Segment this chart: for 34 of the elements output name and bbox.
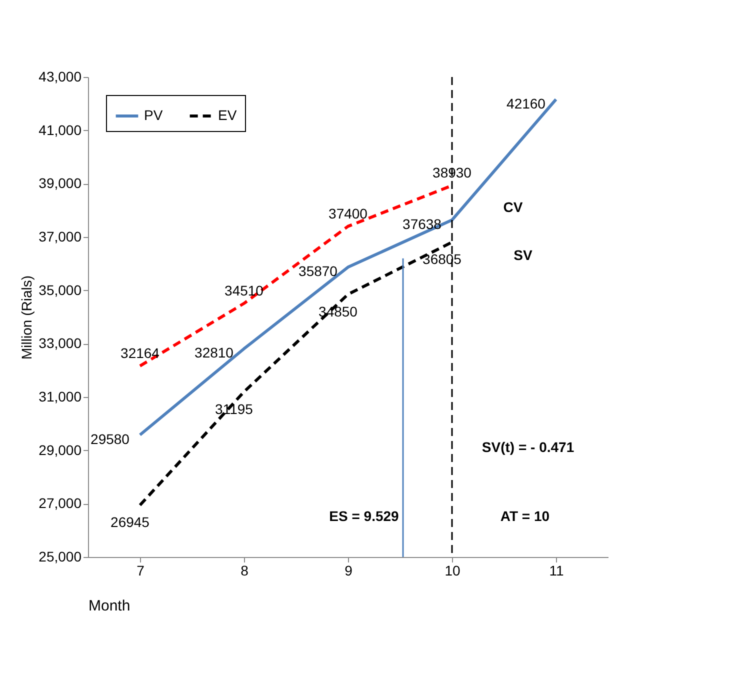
annotation: SV(t) = - 0.471 bbox=[482, 439, 574, 455]
data-label: 31195 bbox=[215, 400, 254, 417]
data-label: 26945 bbox=[110, 514, 150, 530]
y-tick-label: 33,000 bbox=[38, 335, 82, 352]
x-tick-label: 10 bbox=[444, 562, 460, 578]
y-tick-label: 43,000 bbox=[38, 68, 82, 84]
y-tick-label: 31,000 bbox=[38, 388, 82, 404]
data-label: 29580 bbox=[90, 430, 130, 447]
data-label: 37400 bbox=[328, 205, 368, 222]
annotation: AT = 10 bbox=[500, 508, 550, 524]
x-tick-label: 8 bbox=[240, 562, 249, 578]
x-tick-label: 11 bbox=[549, 562, 564, 578]
x-tick-label: 7 bbox=[136, 562, 145, 578]
annotation: SV bbox=[514, 247, 533, 263]
x-axis-title: Month bbox=[88, 598, 130, 614]
x-tick-label: 9 bbox=[344, 562, 353, 578]
y-tick-label: 35,000 bbox=[38, 282, 82, 298]
y-tick-label: 39,000 bbox=[38, 175, 82, 192]
legend-label: PV bbox=[144, 107, 164, 123]
annotation: ES = 9.529 bbox=[329, 508, 400, 524]
data-label: 32164 bbox=[120, 344, 160, 361]
annotation: CV bbox=[503, 199, 524, 215]
y-tick-label: 41,000 bbox=[38, 122, 82, 138]
data-label: 42160 bbox=[506, 95, 546, 112]
y-tick-label: 25,000 bbox=[38, 548, 82, 564]
y-tick-label: 37,000 bbox=[38, 228, 82, 244]
data-label: 34510 bbox=[224, 282, 264, 298]
data-label: 37638 bbox=[402, 216, 442, 232]
data-label: 35870 bbox=[298, 263, 338, 280]
legend-label: EV bbox=[218, 107, 238, 123]
data-label: 32810 bbox=[194, 344, 234, 361]
y-tick-label: 27,000 bbox=[38, 495, 82, 512]
y-axis-title: Million (Rials) bbox=[18, 275, 35, 360]
y-tick-label: 29,000 bbox=[38, 442, 82, 458]
